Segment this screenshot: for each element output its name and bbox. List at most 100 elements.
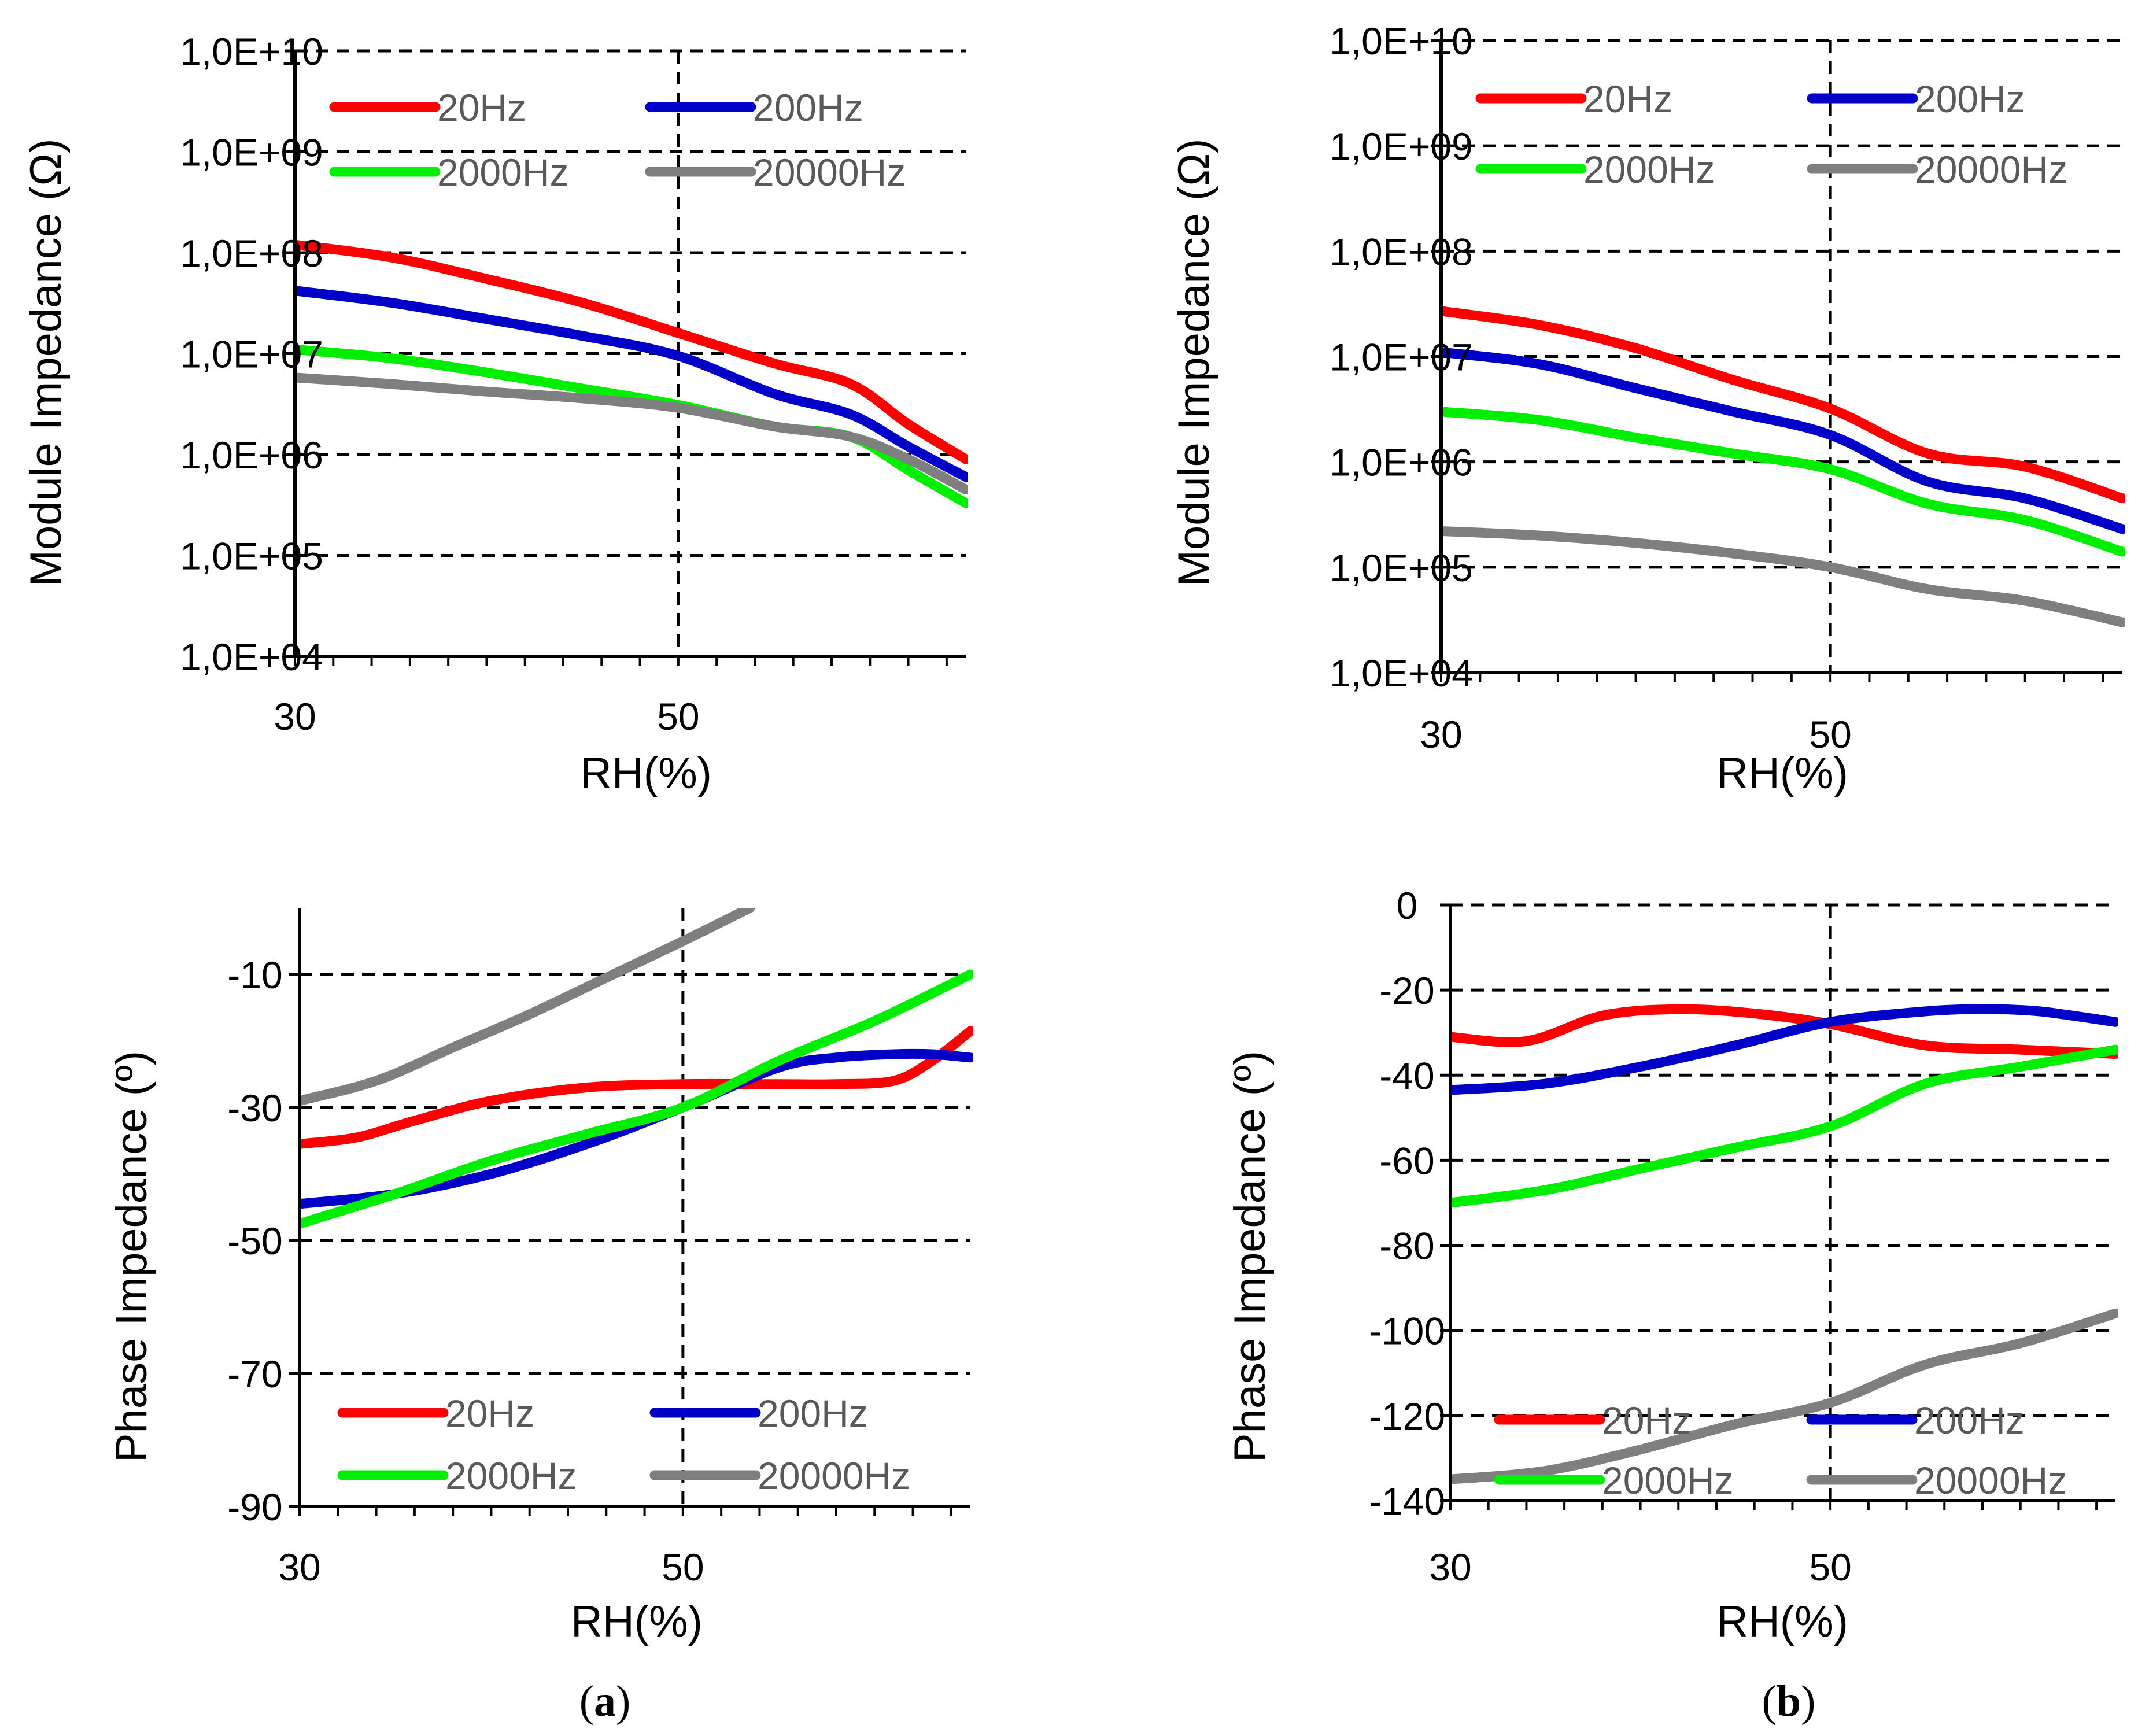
series-line-20000Hz	[1450, 1308, 2118, 1484]
grid	[300, 908, 970, 1506]
legend-label-2000Hz: 2000Hz	[445, 1454, 577, 1497]
x-tick-label: 30	[274, 695, 316, 738]
legend-label-20000Hz: 20000Hz	[753, 151, 906, 194]
x-axis-label: RH(%)	[1716, 749, 1848, 798]
legend-label-2000Hz: 2000Hz	[437, 151, 569, 194]
legend-label-2000Hz: 2000Hz	[1583, 148, 1715, 191]
series-line-20Hz	[300, 1026, 973, 1149]
x-axis-label: RH(%)	[580, 749, 712, 798]
legend-label-20Hz: 20Hz	[445, 1392, 534, 1435]
x-tick-label: 50	[662, 1546, 704, 1589]
legend-label-20Hz: 20Hz	[1602, 1399, 1691, 1442]
series-line-20000Hz	[1441, 526, 2125, 627]
chart-a-phase: Phase Impedance (º) RH(%) -90 -70 -50 -30 -1…	[107, 908, 973, 1646]
legend-label-20Hz: 20Hz	[437, 86, 526, 129]
y-tick-label: -70	[227, 1353, 282, 1395]
y-tick-label: 1,0E+05	[180, 535, 323, 578]
y-tick-label: -10	[227, 954, 282, 996]
y-tick-label: 1,0E+07	[1330, 336, 1473, 379]
y-tick-label: 1,0E+10	[180, 30, 323, 73]
y-tick-label: 1,0E+09	[180, 131, 323, 174]
legend-label-2000Hz: 2000Hz	[1602, 1459, 1734, 1502]
x-tick-label: 50	[657, 695, 699, 738]
x-tick-labels: 30 50	[1420, 713, 1852, 756]
series-lines	[300, 908, 973, 1229]
y-tick-label: -50	[227, 1220, 282, 1262]
y-tick-labels: 1,0E+04 1,0E+05 1,0E+06 1,0E+07 1,0E+08 1,0E+…	[180, 30, 323, 678]
legend: 20Hz 200Hz 2000Hz 20000Hz	[1494, 1399, 2067, 1502]
chart-a-module: Module Impedance (Ω) RH(%) 1,0E+041,0E+0…	[21, 30, 968, 798]
series-lines	[1441, 306, 2125, 627]
caption-a-letter: a	[594, 1677, 616, 1726]
y-axis-label: Module Impedance (Ω)	[1169, 139, 1218, 587]
y-tick-label: 1,0E+05	[1330, 546, 1473, 589]
y-tick-label: 1,0E+06	[180, 434, 323, 477]
legend-label-20000Hz: 20000Hz	[1914, 1459, 2067, 1502]
x-tick-label: 30	[278, 1546, 320, 1589]
series-line-20Hz	[1441, 306, 2125, 504]
series-line-2000Hz	[1450, 1044, 2118, 1208]
y-tick-label: -60	[1379, 1139, 1434, 1182]
axes	[289, 908, 970, 1516]
legend: 20Hz 200Hz 2000Hz 20000Hz	[1475, 77, 2067, 191]
y-tick-label: 1,0E+08	[1330, 230, 1473, 273]
x-tick-labels: 30 50	[274, 695, 699, 738]
x-tick-label: 50	[1809, 713, 1851, 756]
y-axis-label: Phase Impedance (º)	[1225, 1051, 1275, 1462]
series-line-20Hz	[1450, 1004, 2118, 1059]
y-tick-label: 1,0E+09	[1330, 125, 1473, 168]
series-line-20000Hz	[295, 372, 968, 494]
y-tick-label: 0	[1397, 884, 1418, 927]
legend-label-200Hz: 200Hz	[758, 1392, 868, 1435]
x-tick-labels: 30 50	[1429, 1546, 1852, 1589]
y-tick-label: -140	[1369, 1480, 1445, 1523]
series-line-200Hz	[1450, 1004, 2118, 1095]
caption-b-letter: b	[1777, 1677, 1801, 1726]
chart-b-module: Module Impedance (Ω) RH(%) 1,0E+041,0E+0…	[1169, 20, 2125, 798]
legend-label-20000Hz: 20000Hz	[1915, 148, 2067, 191]
series-line-2000Hz	[1441, 407, 2125, 557]
y-tick-label: 1,0E+07	[180, 333, 323, 376]
y-tick-labels: 1,0E+04 1,0E+05 1,0E+06 1,0E+07 1,0E+08 1,0E+…	[1330, 20, 1473, 695]
legend: 20Hz 200Hz 2000Hz 20000Hz	[337, 1392, 910, 1497]
y-tick-label: 1,0E+08	[180, 232, 323, 275]
y-tick-label: -80	[1379, 1225, 1434, 1268]
caption-a: (a)	[579, 1677, 631, 1726]
chart-b-phase: Phase Impedance (º) RH(%) -140 -120 -100 -8…	[1225, 884, 2118, 1646]
y-tick-label: -20	[1379, 969, 1434, 1012]
y-tick-label: 1,0E+04	[1330, 652, 1473, 695]
y-tick-label: 1,0E+04	[180, 636, 323, 678]
x-axis-label: RH(%)	[1716, 1597, 1848, 1646]
y-tick-label: 1,0E+06	[1330, 441, 1473, 484]
legend-label-20Hz: 20Hz	[1583, 77, 1672, 120]
y-tick-labels: -140 -120 -100 -80 -60 -40 -20 0	[1369, 884, 1445, 1523]
x-tick-label: 30	[1420, 713, 1462, 756]
y-tick-labels: -90 -70 -50 -30 -10	[227, 954, 282, 1528]
y-axis-label: Phase Impedance (º)	[107, 1051, 156, 1462]
y-tick-label: -90	[227, 1486, 282, 1528]
y-tick-label: -40	[1379, 1054, 1434, 1097]
legend-label-200Hz: 200Hz	[1915, 77, 2025, 120]
legend-label-200Hz: 200Hz	[753, 86, 863, 129]
series-lines	[295, 239, 968, 508]
x-axis-label: RH(%)	[571, 1597, 703, 1646]
x-tick-label: 50	[1809, 1546, 1851, 1589]
legend: 20Hz 200Hz 2000Hz 20000Hz	[329, 86, 906, 194]
series-line-20000Hz	[300, 908, 755, 1106]
legend-label-20000Hz: 20000Hz	[758, 1454, 910, 1497]
axes	[1440, 903, 2115, 1510]
x-tick-label: 30	[1429, 1546, 1471, 1589]
y-tick-label: 1,0E+10	[1330, 20, 1473, 62]
caption-b: (b)	[1762, 1677, 1816, 1726]
legend-label-200Hz: 200Hz	[1914, 1399, 2025, 1442]
series-line-2000Hz	[300, 969, 973, 1229]
y-tick-label: -100	[1369, 1310, 1445, 1353]
series-line-200Hz	[295, 286, 968, 482]
y-tick-label: -30	[227, 1087, 282, 1129]
series-line-20Hz	[295, 239, 968, 464]
axes	[1431, 39, 2122, 682]
x-tick-labels: 30 50	[278, 1546, 704, 1589]
axes	[285, 49, 966, 666]
y-tick-label: -120	[1369, 1395, 1445, 1438]
